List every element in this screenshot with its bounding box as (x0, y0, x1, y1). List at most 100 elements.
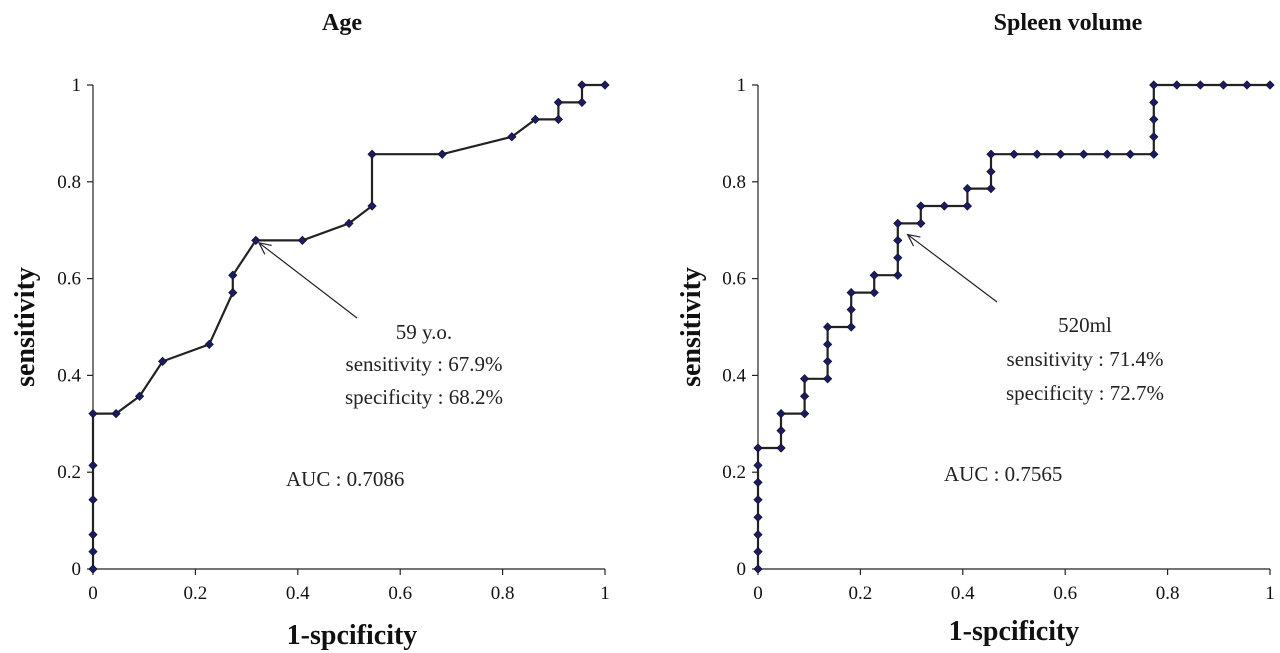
x-tick-label: 0.4 (951, 583, 975, 604)
data-point-marker (823, 322, 833, 332)
y-tick-label: 0 (72, 559, 82, 580)
y-tick-label: 0.2 (722, 462, 746, 483)
x-tick-label: 0.2 (849, 583, 873, 604)
data-point-marker (776, 425, 786, 436)
annotation-arrow (907, 234, 998, 303)
x-axis-label: 1-spcificity (287, 620, 418, 651)
x-tick-label: 0.4 (286, 583, 310, 604)
y-tick-label: 1 (72, 75, 82, 96)
data-point-marker (753, 477, 763, 487)
data-point-marker (753, 495, 763, 505)
y-tick-label: 0.6 (722, 269, 746, 290)
x-tick-label: 1 (600, 583, 610, 604)
data-point-marker (1009, 149, 1019, 159)
age-roc-panel: Age 1-spcificity sensitivity 0 0.2 0.4 0.6 0… (10, 10, 610, 651)
data-point-marker (962, 201, 973, 211)
x-axis-label: 1-spcificity (949, 616, 1080, 647)
data-point-marker (986, 149, 996, 159)
y-tick-label: 1 (737, 75, 747, 96)
auc-label: AUC : 0.7565 (944, 462, 1062, 486)
annotation-line-3: specificity : 72.7% (1006, 381, 1164, 405)
roc-curve-line (91, 83, 605, 569)
annotation-line-1: 520ml (1058, 313, 1112, 337)
data-point-marker (916, 201, 926, 211)
x-tick-label: 0.8 (491, 583, 515, 604)
data-point-marker (869, 270, 879, 280)
data-point-marker (799, 374, 810, 384)
x-tick-label: 0 (753, 583, 763, 604)
plot-area: 0 0.2 0.4 0.6 0.8 1 0 0.2 0.4 0.6 0.8 1 (722, 75, 1275, 604)
y-tick-label: 0.8 (722, 172, 746, 193)
data-point-marker (776, 443, 786, 453)
data-point-marker (88, 564, 98, 574)
data-point-marker (939, 201, 949, 211)
data-point-marker (753, 564, 763, 574)
data-point-marker (753, 512, 763, 522)
data-point-marker (88, 460, 98, 471)
data-point-marker (577, 97, 587, 108)
data-point-marker (962, 183, 973, 194)
x-tick-label: 1 (1265, 583, 1275, 604)
data-point-marker (577, 80, 587, 90)
data-point-marker (986, 167, 996, 177)
data-point-marker (893, 218, 903, 229)
data-point-marker (846, 304, 856, 315)
x-tick-label: 0.2 (184, 583, 208, 604)
y-tick-label: 0.8 (57, 172, 81, 193)
data-point-marker (799, 391, 810, 401)
annotation-line-1: 59 y.o. (396, 320, 452, 344)
data-point-marker (228, 270, 238, 280)
annotation-arrow (258, 242, 358, 319)
data-point-marker (753, 460, 763, 471)
data-point-marker (1079, 149, 1089, 159)
annotation-line-2: sensitivity : 71.4% (1007, 347, 1164, 371)
data-point-marker (753, 530, 763, 540)
x-tick-label: 0 (88, 583, 98, 604)
data-point-marker (134, 391, 145, 401)
data-point-marker (367, 149, 377, 159)
data-point-marker (753, 546, 763, 557)
data-point-marker (367, 201, 377, 211)
data-point-marker (553, 114, 564, 124)
data-point-marker (846, 322, 856, 332)
data-point-marker (1195, 80, 1205, 90)
data-point-marker (600, 80, 610, 90)
data-point-marker (111, 409, 121, 419)
data-point-marker (297, 235, 308, 245)
data-point-marker (1149, 80, 1159, 90)
annotation-line-2: sensitivity : 67.9% (346, 352, 503, 376)
data-point-marker (1149, 149, 1159, 159)
data-point-marker (776, 409, 786, 419)
y-tick-label: 0.6 (57, 269, 81, 290)
data-point-marker (88, 546, 98, 557)
data-point-marker (88, 530, 98, 540)
data-point-marker (799, 409, 810, 419)
data-point-marker (1102, 149, 1112, 159)
annotation-line-3: specificity : 68.2% (345, 385, 503, 409)
data-point-marker (1172, 80, 1182, 90)
data-point-marker (344, 218, 354, 229)
data-point-marker (753, 443, 763, 453)
chart-title: Age (322, 10, 362, 36)
y-tick-label: 0.4 (57, 365, 81, 386)
annotation-arrow-head (906, 233, 921, 247)
data-point-marker (823, 356, 833, 366)
data-point-marker (1149, 132, 1159, 142)
data-point-marker (893, 235, 903, 245)
data-point-marker (1242, 80, 1252, 90)
data-point-marker (823, 374, 833, 384)
data-point-marker (1125, 149, 1135, 159)
data-point-marker (1149, 114, 1159, 124)
data-point-marker (158, 356, 168, 366)
auc-label: AUC : 0.7086 (286, 467, 404, 491)
data-point-marker (986, 183, 996, 194)
data-point-marker (846, 288, 856, 298)
y-tick-label: 0 (737, 559, 747, 580)
data-point-marker (1055, 149, 1066, 159)
data-point-marker (1218, 80, 1229, 90)
x-tick-label: 0.6 (388, 583, 412, 604)
data-point-marker (530, 114, 540, 124)
data-point-marker (823, 339, 833, 350)
y-axis-label: sensitivity (676, 267, 707, 387)
